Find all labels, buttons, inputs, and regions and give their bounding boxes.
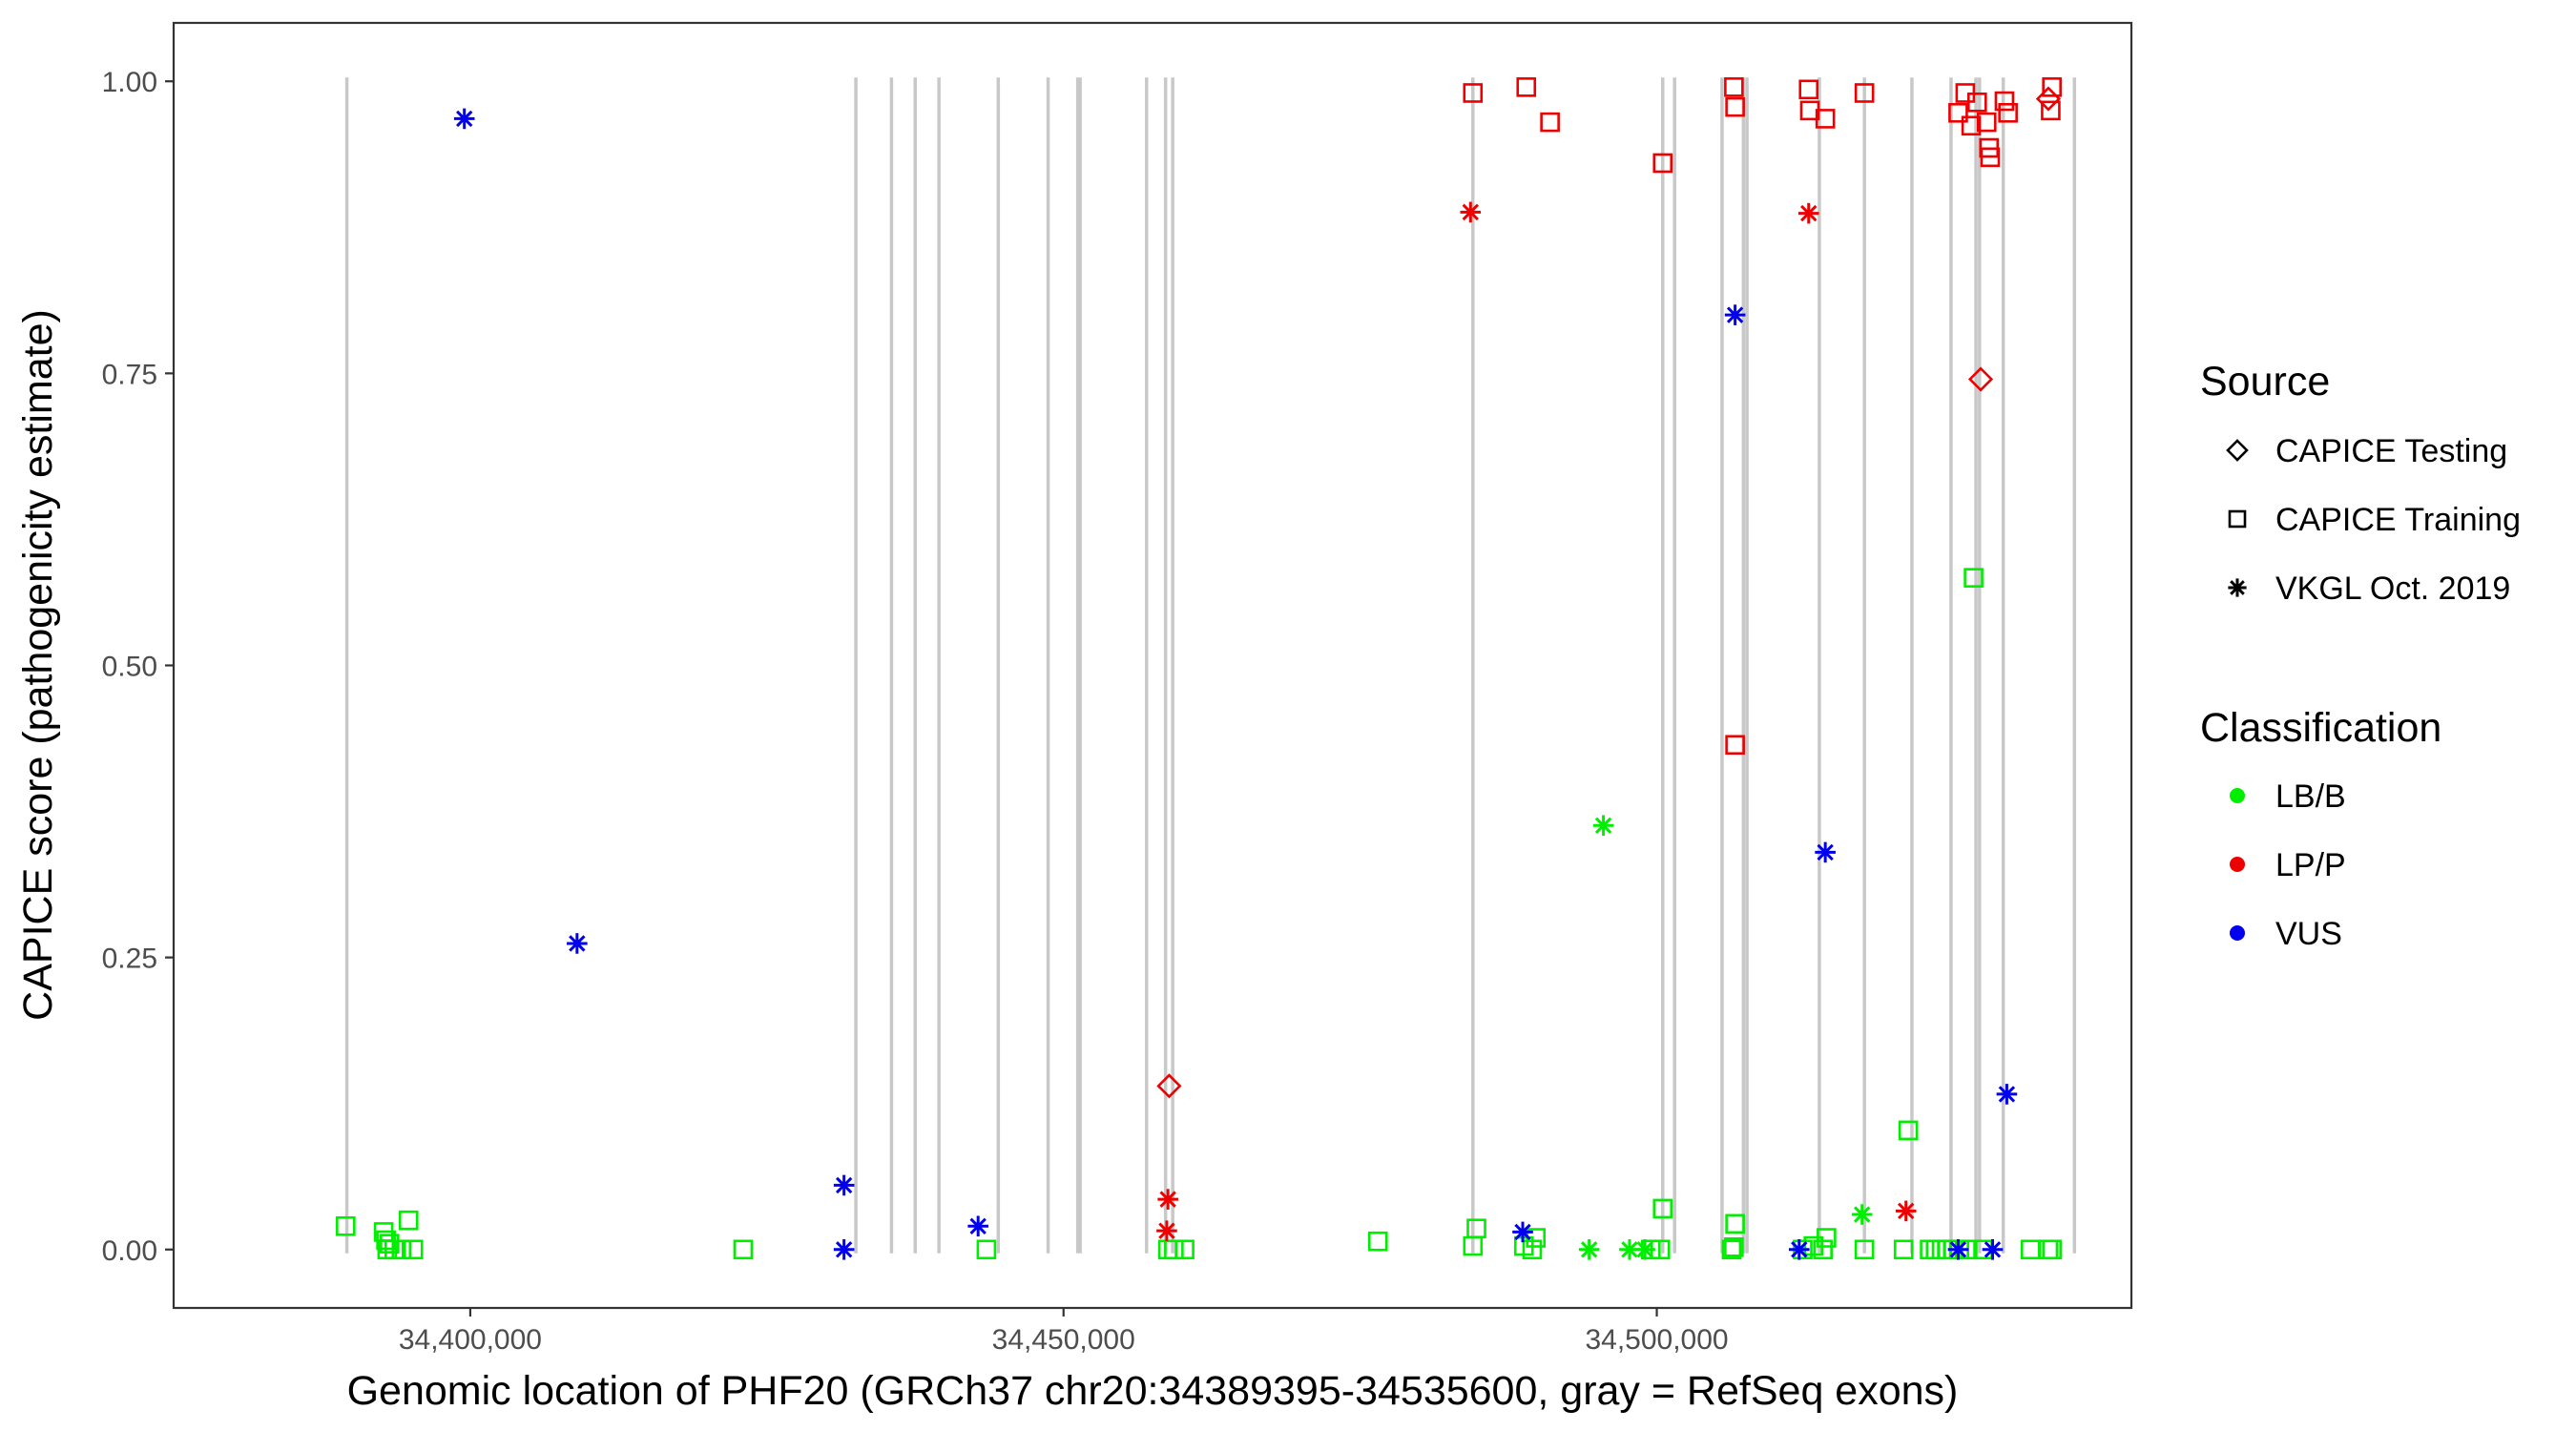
legend-key-dot <box>2230 788 2245 803</box>
y-tick-label: 0.50 <box>102 652 157 683</box>
legend-label: CAPICE Training <box>2275 502 2521 538</box>
legend-key-dot <box>2230 857 2245 872</box>
legend-key-square <box>2228 509 2247 529</box>
data-point <box>1540 112 1560 133</box>
data-point <box>1164 1239 1184 1260</box>
data-point <box>1516 77 1537 97</box>
data-point <box>1815 841 1836 863</box>
x-axis-title: Genomic location of PHF20 (GRCh37 chr20:… <box>347 1368 1959 1414</box>
data-point <box>567 933 588 954</box>
data-point <box>1725 96 1745 117</box>
legend-key-dot <box>2230 925 2245 941</box>
y-tick-label: 1.00 <box>102 67 157 98</box>
legend: Source CAPICE Testing CAPICE Training VKGL… <box>2200 359 2521 952</box>
data-point <box>1463 83 1484 103</box>
data-point <box>976 1239 997 1260</box>
data-point <box>1725 1213 1745 1234</box>
legend-label: CAPICE Testing <box>2275 433 2507 469</box>
legend-title-classification: Classification <box>2200 705 2441 751</box>
legend-key-diamond <box>2226 439 2249 462</box>
data-point <box>453 108 475 130</box>
data-point <box>2042 77 2062 97</box>
data-point <box>1652 1198 1673 1219</box>
data-point <box>2035 86 2062 112</box>
data-point <box>1980 147 2001 168</box>
data-point <box>1174 1239 1195 1260</box>
legend-label: LB/B <box>2275 778 2346 815</box>
y-axis: 0.00 0.25 0.50 0.75 1.00 <box>102 67 174 1267</box>
data-point <box>1725 735 1745 756</box>
y-tick-label: 0.75 <box>102 359 157 390</box>
data-point <box>1948 102 1968 123</box>
data-point <box>1721 1239 1742 1260</box>
data-point <box>1815 109 1836 129</box>
data-point <box>380 1234 400 1254</box>
data-point <box>1157 1189 1178 1210</box>
data-point <box>1522 1239 1543 1260</box>
data-point <box>1854 83 1875 103</box>
y-axis-title: CAPICE score (pathogenicity estimate) <box>15 309 61 1021</box>
data-point <box>1813 1239 1833 1260</box>
legend-title-source: Source <box>2200 359 2330 404</box>
data-point <box>1976 112 1997 133</box>
data-point <box>1967 366 1994 392</box>
data-point <box>1634 1238 1655 1260</box>
data-point <box>1798 79 1819 100</box>
x-tick-label: 34,500,000 <box>1585 1324 1728 1356</box>
data-point <box>833 1238 855 1260</box>
data-point <box>733 1239 754 1260</box>
data-point <box>1898 1120 1919 1141</box>
legend-label: VKGL Oct. 2019 <box>2275 570 2510 607</box>
data-point <box>1156 1220 1177 1241</box>
data-point <box>1466 1218 1486 1239</box>
legend-label: LP/P <box>2275 847 2346 883</box>
x-tick-label: 34,400,000 <box>399 1324 542 1356</box>
data-point <box>1851 1204 1873 1225</box>
data-point <box>1797 202 1819 224</box>
data-point <box>336 1215 356 1236</box>
data-point <box>2041 100 2061 121</box>
data-point <box>1982 1238 2004 1260</box>
data-point <box>1998 102 2018 123</box>
data-point <box>1854 1239 1875 1260</box>
data-point <box>398 1210 419 1231</box>
data-point <box>1947 1238 1969 1260</box>
data-point <box>1460 201 1482 223</box>
data-point <box>1724 1237 1744 1257</box>
data-point <box>1156 1073 1182 1099</box>
data-point <box>1724 304 1746 325</box>
data-point <box>1996 1084 2018 1105</box>
data-point <box>1893 1239 1914 1260</box>
data-point <box>1367 1231 1388 1252</box>
data-point <box>1652 153 1673 174</box>
data-point <box>1994 91 2015 112</box>
data-point <box>1967 92 1987 113</box>
y-tick-label: 0.00 <box>102 1235 157 1267</box>
data-point <box>1619 1238 1640 1260</box>
data-point <box>1724 77 1744 97</box>
exon-lines <box>344 77 2077 1254</box>
data-point <box>1788 1238 1810 1260</box>
data-point <box>1512 1221 1533 1243</box>
data-point <box>1961 115 1982 136</box>
data-point <box>1963 568 1984 588</box>
x-axis: 34,400,000 34,450,000 34,500,000 <box>399 1308 1729 1356</box>
data-point <box>403 1239 424 1260</box>
legend-label: VUS <box>2275 916 2342 952</box>
data-point <box>967 1215 988 1237</box>
data-point <box>391 1239 412 1260</box>
data-point <box>1592 815 1614 837</box>
data-point <box>1578 1238 1600 1260</box>
data-point <box>833 1174 855 1196</box>
x-tick-label: 34,450,000 <box>992 1324 1135 1356</box>
y-tick-label: 0.25 <box>102 944 157 975</box>
data-point <box>1895 1200 1917 1222</box>
data-points <box>336 77 2062 1260</box>
data-point <box>2042 1239 2062 1260</box>
legend-key-asterisk <box>2228 578 2247 597</box>
data-point <box>1817 1228 1837 1248</box>
